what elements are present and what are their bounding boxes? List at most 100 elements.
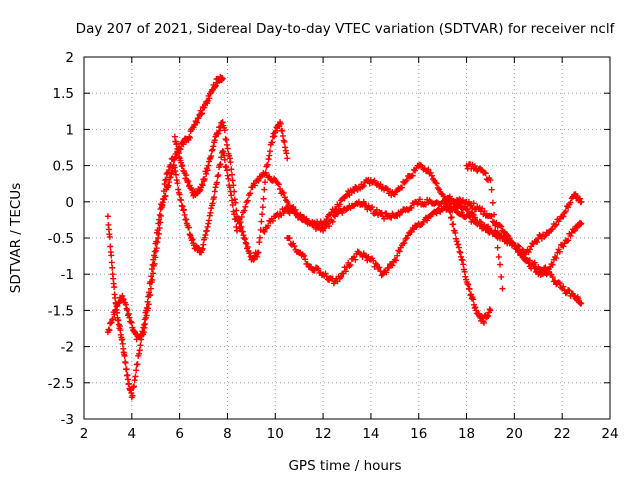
data-point-fill: [504, 231, 511, 238]
data-point-fill: [458, 209, 465, 216]
data-point-fill: [275, 181, 282, 188]
data-point-fill: [351, 188, 358, 195]
data-point-fill: [286, 235, 293, 242]
data-point: [444, 198, 451, 205]
data-point-fill: [132, 373, 139, 380]
data-point-fill: [506, 235, 513, 242]
data-point-fill: [198, 181, 205, 188]
data-point-fill: [360, 198, 367, 205]
data-point-fill: [577, 221, 584, 228]
data-point-fill: [148, 273, 155, 280]
data-point-fill: [199, 110, 206, 117]
data-point: [578, 198, 585, 205]
data-point-fill: [425, 166, 432, 173]
data-point-fill: [178, 197, 185, 204]
x-axis-title: GPS time / hours: [288, 458, 401, 474]
data-point-fill: [120, 296, 127, 303]
data-point-fill: [122, 301, 129, 308]
data-point-fill: [352, 256, 359, 263]
data-point-fill: [489, 199, 496, 206]
data-point-fill: [159, 201, 166, 208]
data-point-fill: [315, 265, 322, 272]
data-point: [219, 119, 226, 126]
data-point-fill: [189, 236, 196, 243]
data-point-fill: [336, 201, 343, 208]
data-point-fill: [560, 213, 567, 220]
data-point: [186, 133, 193, 140]
data-point-fill: [464, 280, 471, 287]
data-point-fill: [457, 249, 464, 256]
data-point-fill: [220, 148, 227, 155]
data-point-fill: [567, 199, 574, 206]
data-point-fill: [153, 245, 160, 252]
data-point-fill: [186, 134, 193, 141]
x-tick-label: 20: [506, 426, 523, 442]
data-point: [212, 184, 219, 191]
data-point-fill: [232, 199, 239, 206]
data-point-fill: [238, 213, 245, 220]
data-point-fill: [201, 176, 208, 183]
data-point-fill: [179, 203, 186, 210]
data-point-fill: [206, 217, 213, 224]
data-point-fill: [446, 207, 453, 214]
data-point-fill: [458, 253, 465, 260]
data-point-fill: [359, 183, 366, 190]
data-point-fill: [170, 156, 177, 163]
data-point-fill: [339, 209, 346, 216]
data-point-fill: [222, 136, 229, 143]
data-point-fill: [180, 141, 187, 148]
x-tick-label: 18: [458, 426, 475, 442]
data-point-fill: [229, 177, 236, 184]
data-point-fill: [213, 179, 220, 186]
data-point-fill: [251, 182, 258, 189]
data-point-fill: [261, 228, 268, 235]
data-point-fill: [127, 318, 134, 325]
data-point-fill: [233, 223, 240, 230]
data-point-fill: [156, 211, 163, 218]
data-point-fill: [149, 276, 156, 283]
data-point-fill: [124, 307, 131, 314]
data-point-fill: [567, 232, 574, 239]
tick-labels: 2 4 6 8 10 12 14 16 18 20 22 24-3-2.5-2-1.5-1-0.500…: [48, 50, 619, 442]
data-point-fill: [211, 194, 218, 201]
data-point-fill: [553, 221, 560, 228]
data-point-fill: [266, 173, 273, 180]
data-point-fill: [462, 273, 469, 280]
data-point-fill: [130, 383, 137, 390]
y-tick-label: -1.5: [48, 303, 74, 319]
data-point-fill: [292, 209, 299, 216]
data-point-fill: [261, 186, 268, 193]
data-point-fill: [277, 186, 284, 193]
data-point-fill: [519, 252, 526, 259]
data-point-fill: [310, 222, 317, 229]
data-point-fill: [267, 148, 274, 155]
data-point-fill: [459, 257, 466, 264]
data-point-fill: [137, 342, 144, 349]
data-point-fill: [255, 177, 262, 184]
data-point-fill: [113, 306, 120, 313]
data-point: [487, 177, 494, 184]
data-point-fill: [206, 95, 213, 102]
data-point: [219, 75, 226, 82]
data-point-fill: [228, 171, 235, 178]
data-point: [205, 162, 212, 169]
y-axis-title: SDTVAR / TECUs: [8, 183, 24, 293]
data-point-fill: [378, 272, 385, 279]
data-point-fill: [346, 263, 353, 270]
data-point-fill: [465, 281, 472, 288]
data-point: [219, 148, 226, 155]
data-point-fill: [274, 180, 281, 187]
data-point-fill: [456, 196, 463, 203]
data-point: [332, 213, 339, 220]
series-8: [463, 161, 506, 292]
data-point: [391, 256, 398, 263]
x-tick-label: 24: [601, 426, 618, 442]
data-point-fill: [265, 156, 272, 163]
series-1: [104, 73, 226, 401]
data-point-fill: [134, 361, 141, 368]
plot-frame: [83, 56, 611, 420]
data-point-fill: [446, 193, 453, 200]
data-point-fill: [297, 211, 304, 218]
data-point-fill: [477, 219, 484, 226]
